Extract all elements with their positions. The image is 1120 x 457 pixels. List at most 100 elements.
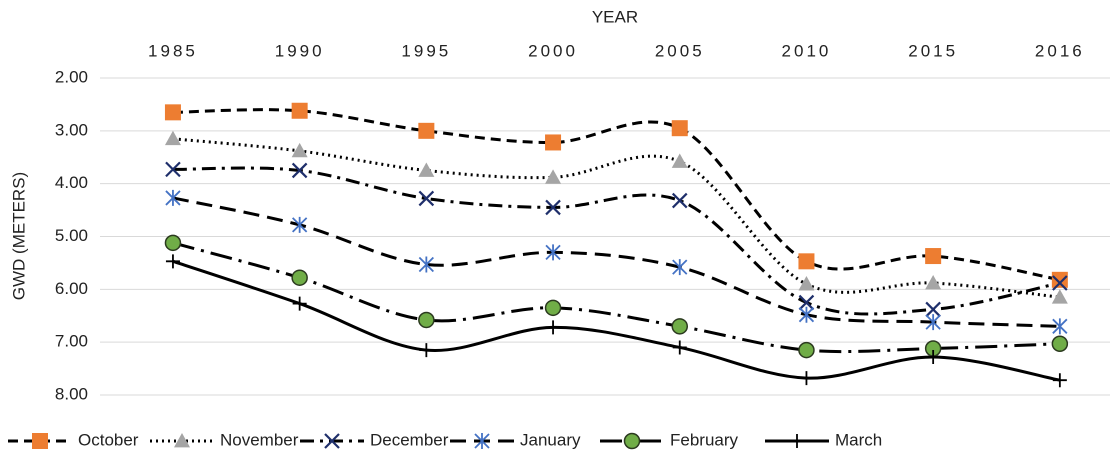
marker-shape [291, 142, 308, 158]
marker-shape [545, 134, 562, 151]
marker-shape [164, 130, 181, 146]
x-axis-title: YEAR [592, 7, 638, 26]
marker [1051, 271, 1068, 288]
marker-shape [164, 104, 181, 121]
y-tick-label: 5.00 [55, 226, 88, 245]
x-tick-label: 2000 [528, 41, 578, 60]
marker [545, 169, 562, 184]
marker-shape [671, 153, 688, 168]
x-tick-label: 2016 [1035, 41, 1085, 60]
marker-shape [799, 371, 814, 386]
marker-shape [672, 259, 688, 276]
marker-shape [164, 234, 182, 252]
x-tick-label: 1985 [148, 41, 198, 60]
marker [419, 343, 434, 358]
marker [165, 161, 181, 178]
marker-shape [165, 189, 181, 206]
marker [925, 301, 941, 318]
marker [291, 102, 308, 119]
marker-shape [174, 433, 190, 448]
marker-shape [672, 340, 687, 355]
marker [546, 320, 561, 335]
marker [292, 296, 307, 311]
marker [798, 294, 815, 311]
marker [925, 274, 942, 290]
marker [671, 192, 688, 209]
marker [474, 433, 490, 449]
marker-shape [1051, 289, 1068, 304]
legend-label: February [670, 430, 739, 449]
x-tick-label: 2010 [782, 41, 832, 60]
marker [1052, 275, 1068, 291]
series-line [172, 241, 1060, 354]
marker [798, 276, 815, 291]
marker [798, 306, 815, 323]
marker-shape [546, 320, 561, 335]
y-axis-title: GWD (METERS) [9, 172, 28, 300]
legend-label: December [370, 430, 449, 449]
marker [418, 190, 435, 207]
marker-shape [418, 190, 435, 207]
marker [1052, 373, 1067, 388]
marker [324, 433, 340, 449]
marker [164, 104, 181, 121]
marker-shape [474, 433, 490, 449]
marker-shape [671, 192, 688, 209]
marker [545, 134, 562, 151]
marker-shape [671, 120, 688, 137]
marker [545, 199, 561, 216]
marker [1051, 335, 1069, 353]
marker-shape [798, 294, 815, 311]
marker-shape [1052, 275, 1068, 291]
marker [672, 259, 688, 276]
marker-shape [798, 276, 815, 291]
marker-shape [790, 434, 804, 448]
marker-shape [418, 122, 435, 139]
marker [1052, 318, 1068, 335]
marker [798, 341, 815, 359]
marker-shape [925, 248, 942, 265]
legend-label: January [520, 430, 581, 449]
series-line [172, 166, 1061, 316]
marker-shape [292, 216, 308, 233]
marker [418, 311, 435, 329]
marker-shape [925, 301, 941, 318]
y-tick-label: 2.00 [55, 67, 88, 86]
marker [291, 269, 308, 286]
marker [790, 434, 804, 448]
marker [798, 253, 815, 270]
marker-shape [292, 296, 307, 311]
marker-shape [545, 169, 562, 184]
marker [671, 153, 688, 168]
marker-shape [291, 162, 308, 179]
marker-shape [418, 256, 434, 273]
marker [174, 433, 190, 448]
marker [164, 234, 182, 252]
marker [418, 256, 434, 273]
y-tick-label: 3.00 [55, 120, 88, 139]
marker-shape [623, 432, 641, 450]
marker-shape [165, 254, 180, 269]
legend-label: October [78, 430, 139, 449]
x-tick-label: 2005 [655, 41, 705, 60]
x-tick-label: 2015 [908, 41, 958, 60]
series-line [172, 196, 1060, 328]
marker [623, 432, 641, 450]
marker [544, 299, 562, 317]
marker [291, 142, 308, 158]
series-line [172, 259, 1061, 382]
marker-shape [926, 349, 941, 364]
legend-label: November [220, 430, 299, 449]
marker-shape [324, 433, 340, 449]
marker [671, 318, 688, 335]
marker [165, 189, 181, 206]
series-line [172, 137, 1061, 299]
marker-shape [925, 314, 941, 331]
y-tick-label: 7.00 [55, 332, 88, 351]
marker [799, 371, 814, 386]
marker [671, 120, 688, 137]
marker [545, 244, 561, 261]
marker [926, 349, 941, 364]
x-tick-label: 1990 [275, 41, 325, 60]
marker-shape [1051, 271, 1068, 288]
